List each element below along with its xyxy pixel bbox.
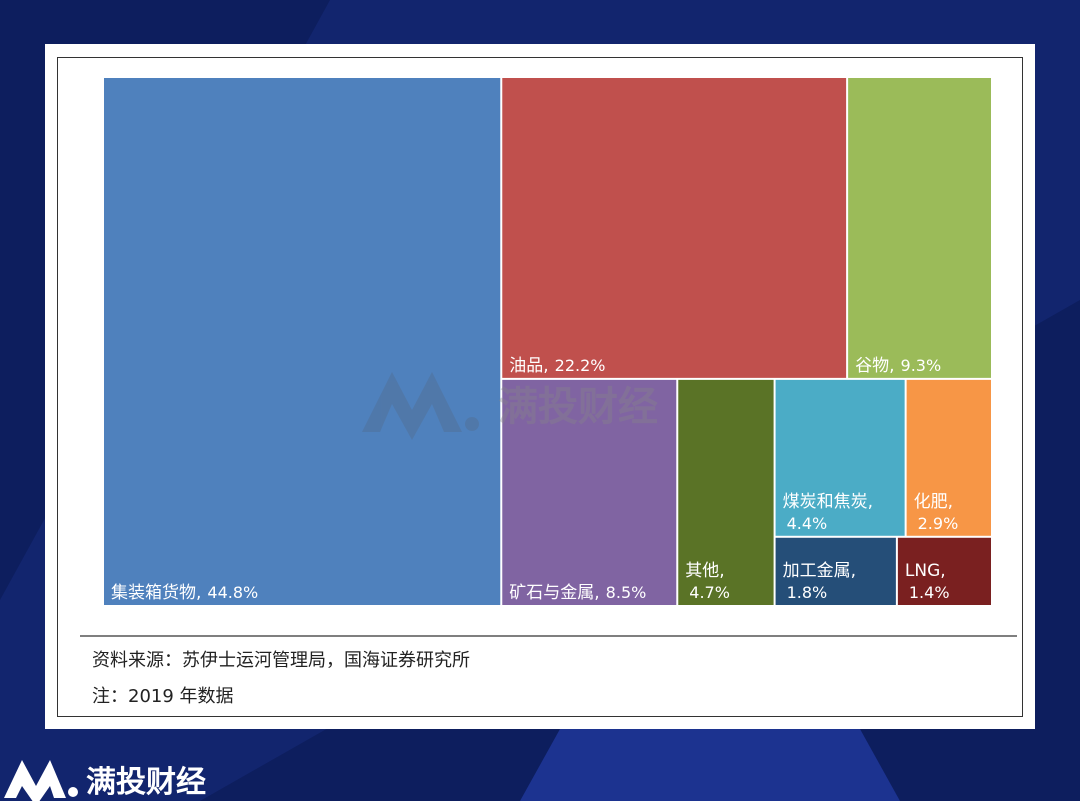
watermark-dot xyxy=(465,417,479,431)
value-label: 1.8% xyxy=(787,583,828,602)
tile-label: 煤炭和焦炭, xyxy=(783,492,873,512)
tile-label: 矿石与金属, xyxy=(509,583,599,603)
tile-label: 化肥, xyxy=(914,492,953,512)
brand: 满投财经 xyxy=(86,765,206,800)
value-label: 22.2% xyxy=(555,356,606,375)
tile-label-group: 集装箱货物, 44.8% xyxy=(111,583,258,603)
value-label: 1.4% xyxy=(909,583,950,602)
tile-label-group: 油品, 22.2% xyxy=(509,356,605,376)
tile xyxy=(104,78,501,605)
brand-dot xyxy=(68,787,78,797)
tile-label: 其他, xyxy=(685,561,724,581)
value-label: 4.4% xyxy=(787,514,828,533)
tile xyxy=(502,379,677,605)
value-label: 8.5% xyxy=(606,583,647,602)
treemap: 集装箱货物, 44.8% 油品, 22.2% 谷物, 9.3% 矿石与金属, 8.5% 其他, 4… xyxy=(104,78,991,605)
tile xyxy=(848,78,991,378)
tile xyxy=(678,379,774,605)
tile-label: 谷物, xyxy=(855,356,894,376)
brand-icon xyxy=(4,760,66,801)
panel-border xyxy=(57,57,1023,717)
footnote: 注：2019 年数据 xyxy=(92,686,234,707)
tile xyxy=(897,537,991,605)
tile-label: 加工金属, xyxy=(783,561,856,581)
value-label: 9.3% xyxy=(901,356,942,375)
tile xyxy=(775,537,896,605)
tile-label: LNG, xyxy=(905,561,946,581)
tile-label-group: 矿石与金属, 8.5% xyxy=(509,583,646,603)
watermark-logo xyxy=(362,372,479,440)
tile-label: 集装箱货物, xyxy=(111,583,201,603)
value-label: 2.9% xyxy=(918,514,959,533)
tile-label-group: 谷物, 9.3% xyxy=(855,356,941,376)
tile-label: 油品, xyxy=(509,356,548,376)
value-label: 44.8% xyxy=(207,583,258,602)
watermark-icon xyxy=(362,372,462,440)
value-label: 4.7% xyxy=(689,583,730,602)
background-shape xyxy=(520,729,900,801)
watermark: 满投财经 xyxy=(498,384,658,430)
tile xyxy=(775,379,905,536)
tile xyxy=(502,78,847,378)
source-note: 资料来源：苏伊士运河管理局，国海证券研究所 xyxy=(92,650,470,671)
tile xyxy=(906,379,991,536)
